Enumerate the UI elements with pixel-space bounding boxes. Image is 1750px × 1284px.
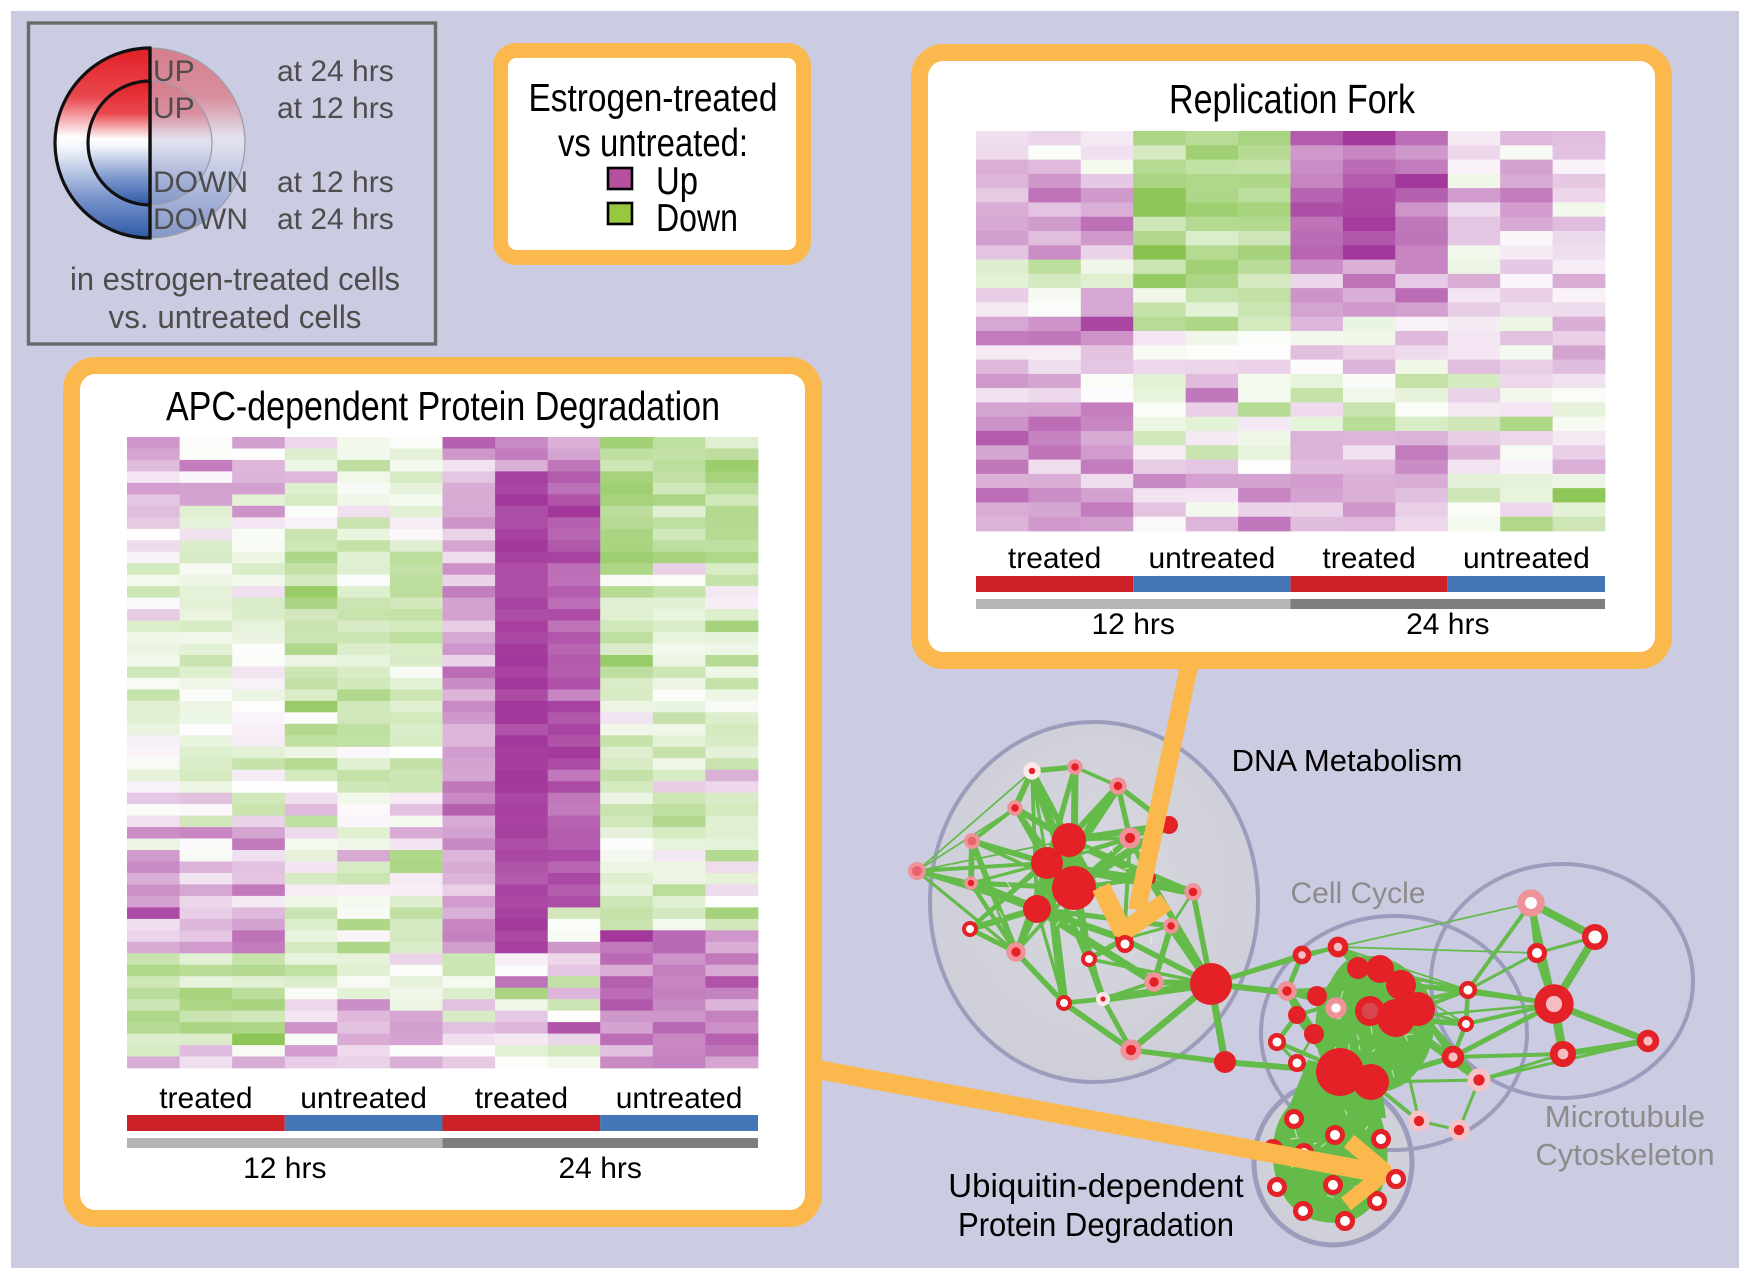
svg-text:Down: Down (656, 197, 738, 240)
svg-text:untreated: untreated (616, 1082, 743, 1115)
svg-text:APC-dependent Protein Degradat: APC-dependent Protein Degradation (166, 383, 720, 429)
svg-text:Replication Fork: Replication Fork (1169, 76, 1415, 122)
svg-text:vs. untreated cells: vs. untreated cells (109, 299, 362, 335)
svg-text:untreated: untreated (1149, 542, 1276, 575)
svg-text:24 hrs: 24 hrs (1406, 608, 1489, 641)
svg-text:12 hrs: 12 hrs (1092, 608, 1175, 641)
svg-text:DOWN: DOWN (153, 203, 248, 236)
svg-text:Up: Up (656, 160, 698, 203)
svg-text:12 hrs: 12 hrs (243, 1152, 326, 1185)
svg-text:treated: treated (1322, 542, 1415, 575)
svg-text:Estrogen-treated: Estrogen-treated (529, 77, 778, 120)
svg-text:treated: treated (1008, 542, 1101, 575)
svg-text:at 12 hrs: at 12 hrs (277, 92, 394, 125)
svg-text:in estrogen-treated cells: in estrogen-treated cells (70, 261, 400, 297)
svg-text:at 12 hrs: at 12 hrs (277, 166, 394, 199)
svg-text:at 24 hrs: at 24 hrs (277, 203, 394, 236)
svg-text:DNA Metabolism: DNA Metabolism (1232, 743, 1463, 778)
svg-text:treated: treated (159, 1082, 252, 1115)
svg-text:Cytoskeleton: Cytoskeleton (1535, 1137, 1714, 1172)
svg-text:vs untreated:: vs untreated: (558, 122, 748, 165)
svg-text:Ubiquitin-dependent: Ubiquitin-dependent (948, 1167, 1243, 1204)
svg-text:Protein Degradation: Protein Degradation (958, 1206, 1234, 1243)
svg-text:untreated: untreated (300, 1082, 427, 1115)
svg-text:UP: UP (153, 55, 195, 88)
svg-text:at 24 hrs: at 24 hrs (277, 55, 394, 88)
svg-text:UP: UP (153, 92, 195, 125)
svg-text:untreated: untreated (1463, 542, 1590, 575)
svg-text:24 hrs: 24 hrs (559, 1152, 642, 1185)
svg-text:treated: treated (475, 1082, 568, 1115)
svg-text:Cell Cycle: Cell Cycle (1290, 877, 1425, 910)
svg-text:DOWN: DOWN (153, 166, 248, 199)
svg-text:Microtubule: Microtubule (1545, 1099, 1705, 1134)
